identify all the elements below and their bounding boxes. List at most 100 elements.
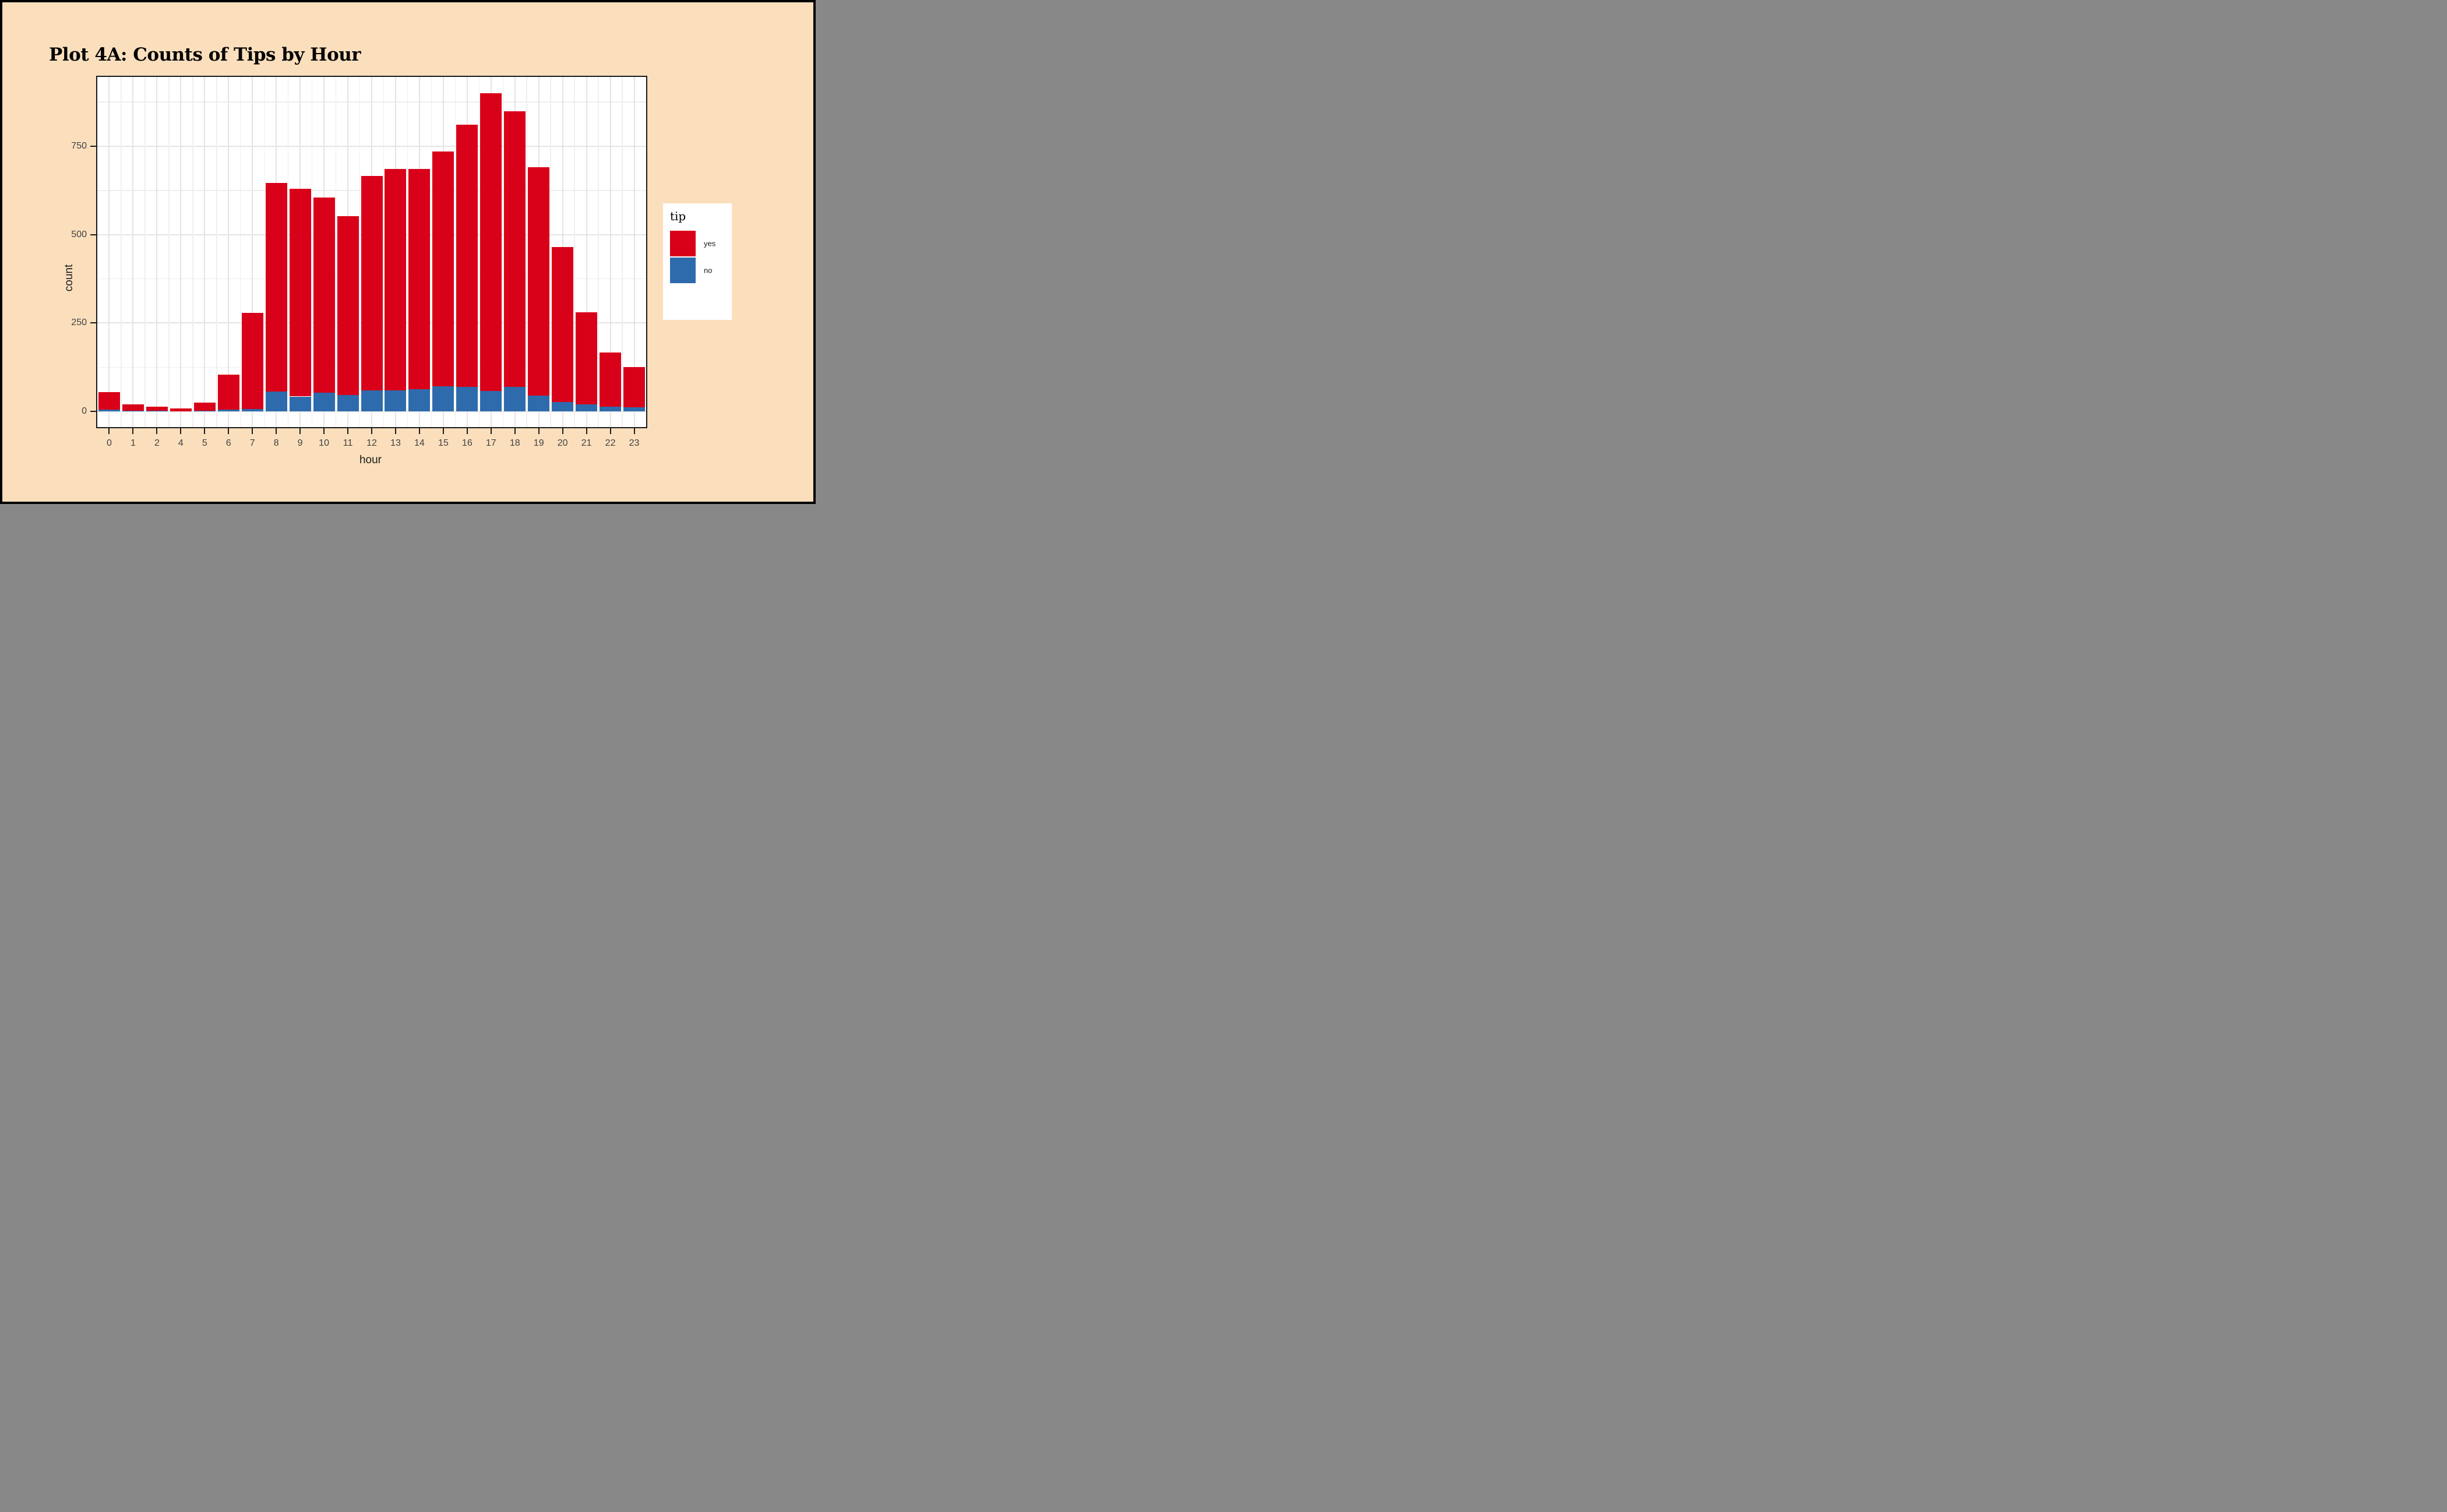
x-tick-label: 15 — [438, 438, 449, 448]
legend-swatch-yes — [670, 231, 696, 256]
legend-swatch-no — [670, 258, 696, 283]
x-axis-title: hour — [359, 454, 382, 466]
gridline-x-minor — [478, 77, 480, 427]
bar-hour-12-no — [361, 390, 383, 411]
gridline-x-minor — [598, 77, 599, 427]
x-tick-label: 0 — [107, 438, 112, 448]
x-tick — [252, 428, 253, 434]
bar-hour-11-yes — [337, 216, 359, 396]
x-tick-label: 6 — [225, 438, 231, 448]
x-tick — [538, 428, 540, 434]
gridline-x-minor — [383, 77, 385, 427]
bar-hour-15-no — [432, 386, 454, 411]
gridline-x-minor — [239, 77, 241, 427]
x-tick — [323, 428, 325, 434]
bar-hour-14-yes — [408, 168, 431, 390]
x-tick-label: 20 — [557, 438, 568, 448]
y-tick-label: 250 — [71, 318, 87, 328]
gridline-x-major — [586, 77, 587, 427]
bar-hour-17-yes — [480, 93, 502, 392]
bar-hour-13-no — [385, 390, 407, 411]
x-tick-label: 7 — [249, 438, 255, 448]
x-tick — [466, 428, 468, 434]
x-tick — [418, 428, 420, 434]
x-tick-label: 18 — [509, 438, 520, 448]
x-tick-label: 10 — [319, 438, 329, 448]
bar-hour-20-yes — [552, 246, 574, 403]
x-tick — [204, 428, 206, 434]
bar-hour-5-yes — [193, 403, 216, 411]
gridline-x-minor — [287, 77, 289, 427]
bar-hour-8-yes — [265, 182, 287, 392]
gridline-x-major — [252, 77, 253, 427]
bar-hour-1-yes — [122, 404, 144, 411]
y-tick — [90, 234, 96, 235]
legend-title: tip — [670, 209, 686, 223]
legend: tip yes no — [663, 203, 732, 320]
x-tick — [394, 428, 396, 434]
x-tick — [490, 428, 492, 434]
x-tick-label: 14 — [414, 438, 425, 448]
x-tick — [156, 428, 158, 434]
bar-hour-7-yes — [241, 313, 263, 410]
x-tick — [514, 428, 516, 434]
gridline-x-major — [228, 77, 230, 427]
gridline-x-major — [108, 77, 110, 427]
x-tick-label: 22 — [605, 438, 616, 448]
legend-row: yes — [670, 230, 732, 257]
legend-row: no — [670, 257, 732, 284]
gridline-x-major — [180, 77, 182, 427]
bar-hour-20-no — [552, 402, 574, 411]
legend-label-yes: yes — [704, 239, 716, 248]
bar-hour-4-yes — [170, 408, 192, 411]
y-tick — [90, 145, 96, 147]
bar-hour-17-no — [480, 391, 502, 411]
bar-hour-12-yes — [361, 175, 383, 390]
bar-hour-10-no — [313, 392, 335, 411]
x-tick — [132, 428, 134, 434]
gridline-x-major — [132, 77, 134, 427]
bar-hour-23-no — [623, 407, 646, 411]
legend-rows: yes no — [670, 230, 732, 284]
gridline-x-minor — [359, 77, 361, 427]
gridline-x-major — [633, 77, 635, 427]
x-tick-label: 9 — [297, 438, 303, 448]
gridline-x-major — [156, 77, 158, 427]
bar-hour-18-no — [504, 386, 526, 411]
y-tick-label: 0 — [82, 406, 87, 416]
gridline-x-minor — [502, 77, 503, 427]
chart-title: Plot 4A: Counts of Tips by Hour — [49, 44, 361, 65]
bar-hour-22-yes — [600, 352, 622, 407]
gridline-x-minor — [263, 77, 265, 427]
x-tick-label: 23 — [629, 438, 640, 448]
x-tick — [276, 428, 277, 434]
plot-panel — [96, 76, 647, 428]
x-tick — [371, 428, 372, 434]
gridline-x-minor — [192, 77, 193, 427]
y-tick — [90, 411, 96, 412]
x-tick — [562, 428, 563, 434]
x-tick-label: 17 — [485, 438, 496, 448]
gridline-x-minor — [454, 77, 456, 427]
bar-hour-7-no — [241, 409, 263, 411]
bar-hour-23-yes — [623, 367, 646, 407]
x-tick — [228, 428, 230, 434]
y-tick-label: 750 — [71, 140, 87, 151]
x-tick-label: 13 — [390, 438, 401, 448]
y-axis-title: count — [63, 265, 76, 292]
x-tick — [633, 428, 635, 434]
gridline-x-minor — [622, 77, 623, 427]
x-tick-label: 16 — [461, 438, 473, 448]
x-tick-label: 1 — [130, 438, 136, 448]
bar-hour-9-no — [289, 396, 311, 411]
gridline-x-major — [204, 77, 206, 427]
gridline-x-minor — [407, 77, 408, 427]
y-tick-label: 500 — [71, 229, 87, 239]
x-tick-label: 4 — [178, 438, 184, 448]
gridline-x-major — [609, 77, 611, 427]
legend-label-no: no — [704, 266, 713, 275]
gridline-x-minor — [431, 77, 432, 427]
bar-hour-11-no — [337, 395, 359, 411]
x-tick-label: 19 — [533, 438, 544, 448]
